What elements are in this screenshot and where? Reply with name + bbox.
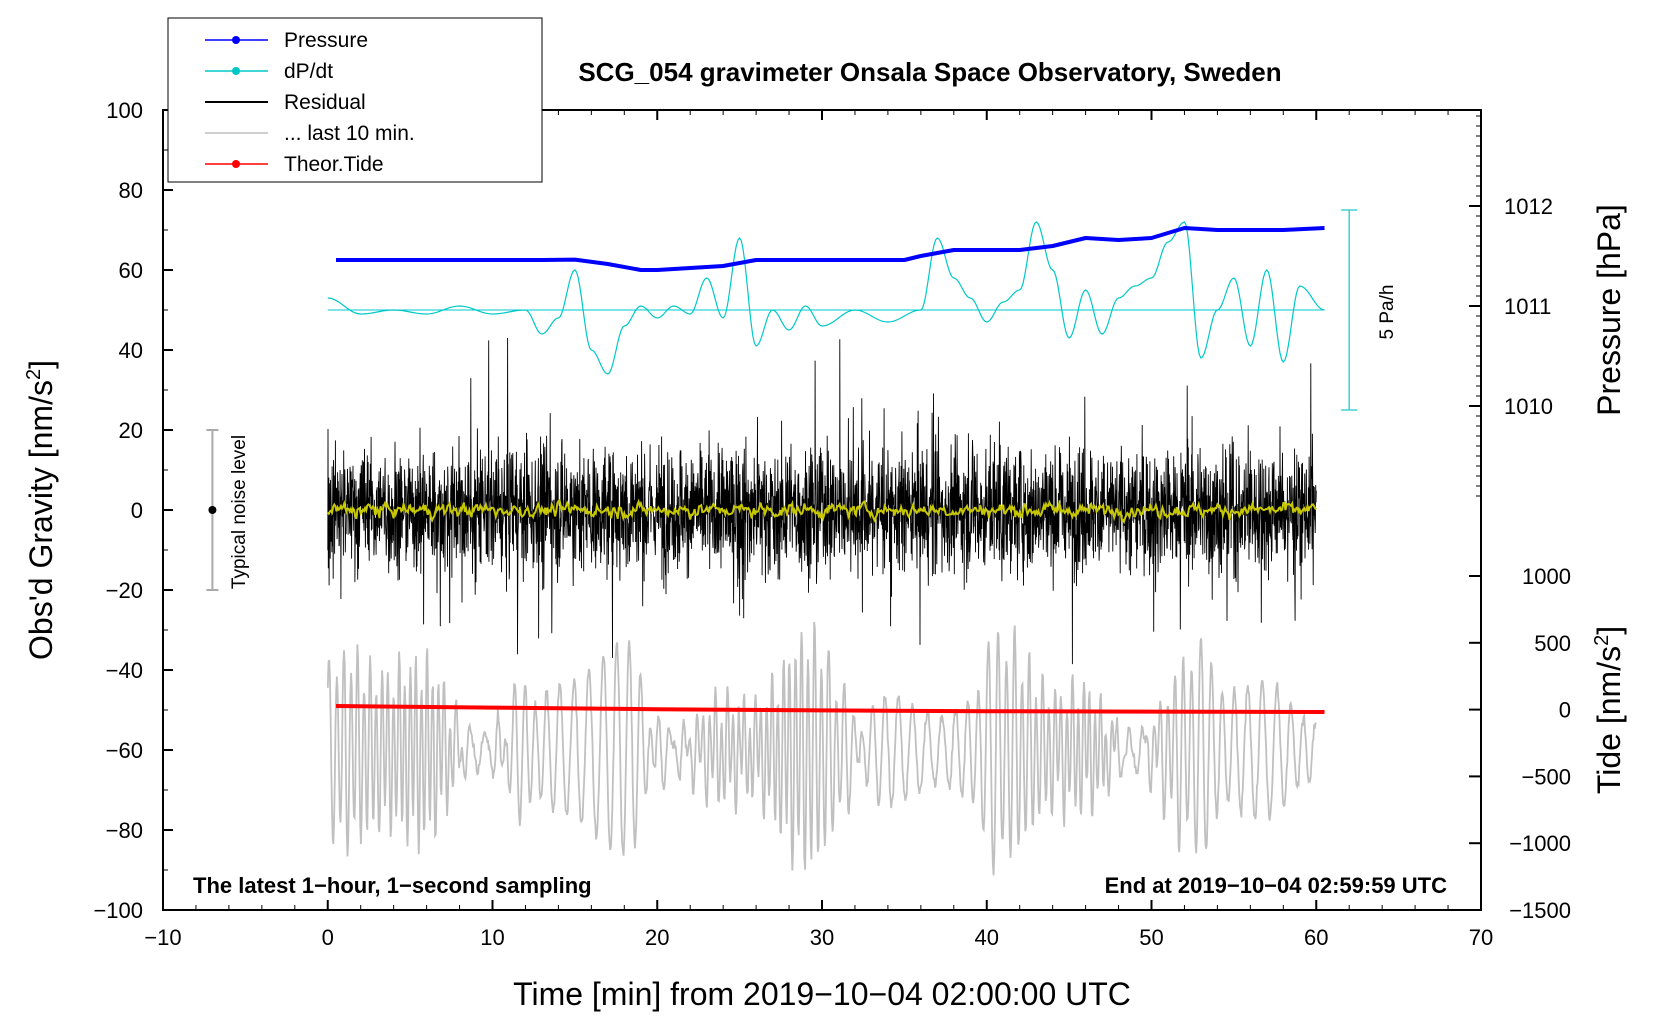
tide-axis-title: Tide [nm/s2] (1591, 626, 1627, 794)
dpdt-scale-label: 5 Pa/h (1377, 285, 1398, 340)
chart-title: SCG_054 gravimeter Onsala Space Observat… (578, 57, 1281, 87)
annotation-layer (206, 209, 1358, 591)
x-tick-label: 70 (1469, 925, 1493, 950)
legend-label: dP/dt (284, 60, 333, 83)
series-residual (327, 337, 1317, 665)
x-axis-ticks: −10 0 10 20 30 40 50 60 70 (144, 110, 1493, 950)
pressure-tick-label: 1010 (1504, 394, 1553, 419)
legend-box (167, 17, 543, 183)
tide-tick-label: −1000 (1509, 831, 1571, 856)
tide-tick-label: −500 (1521, 764, 1571, 789)
x-tick-label: 30 (810, 925, 834, 950)
legend-items: Pressure dP/dt Residual ... last 10 min. The… (205, 29, 415, 176)
legend-label: ... last 10 min. (284, 122, 415, 145)
legend-label: Theor.Tide (284, 153, 384, 176)
pressure-axis-ticks: 1012 1011 1010 (1469, 115, 1553, 497)
legend-swatch-marker (232, 67, 240, 75)
noise-bar-center-dot (208, 506, 217, 514)
noise-level-label: Typical noise level (229, 435, 250, 589)
y-tick-label: 20 (119, 418, 143, 443)
y-tick-label: −60 (106, 738, 143, 763)
tide-axis-ticks: 1000 500 0 −500 −1000 −1500 (1469, 564, 1571, 923)
pressure-tick-label: 1011 (1504, 294, 1551, 319)
y-tick-label: −100 (93, 898, 143, 923)
x-tick-label: 60 (1304, 925, 1328, 950)
x-tick-label: 10 (480, 925, 504, 950)
series-theor-tide (335, 704, 1325, 714)
tide-tick-label: 0 (1559, 698, 1571, 723)
series-last-10-min (326, 621, 1317, 876)
tide-tick-label: 500 (1534, 631, 1571, 656)
x-tick-label: 40 (975, 925, 999, 950)
legend-swatch-marker (232, 160, 240, 168)
y-tick-label: −40 (106, 658, 143, 683)
y-tick-label: −20 (106, 578, 143, 603)
legend-label: Pressure (284, 29, 368, 52)
y-axis-title: Obs'd Gravity [nm/s2] (23, 360, 59, 660)
x-axis-title: Time [min] from 2019−10−04 02:00:00 UTC (513, 976, 1131, 1012)
series-pressure (336, 226, 1325, 272)
series-dpdt (327, 221, 1325, 375)
y-axis-ticks: 100 80 60 40 20 0 −20 −40 −60 −80 −100 (93, 98, 173, 923)
x-tick-label: 50 (1139, 925, 1163, 950)
y-tick-label: 0 (131, 498, 143, 523)
x-tick-label: 0 (322, 925, 334, 950)
legend-swatch-marker (232, 36, 240, 44)
y-tick-label: 80 (119, 178, 143, 203)
tide-tick-label: 1000 (1522, 564, 1571, 589)
end-time-annotation: End at 2019−10−04 02:59:59 UTC (1105, 873, 1448, 898)
tide-tick-label: −1500 (1509, 898, 1571, 923)
legend: Pressure dP/dt Residual ... last 10 min. The… (167, 17, 543, 183)
x-tick-label: 20 (645, 925, 669, 950)
pressure-axis-title: Pressure [hPa] (1591, 204, 1627, 416)
series-residual-smoothed (327, 498, 1317, 525)
pressure-tick-label: 1012 (1504, 194, 1553, 219)
y-tick-label: 40 (119, 338, 143, 363)
sampling-annotation: The latest 1−hour, 1−second sampling (193, 873, 592, 898)
series-layer (326, 221, 1325, 876)
y-tick-label: −80 (106, 818, 143, 843)
y-tick-label: 60 (119, 258, 143, 283)
legend-label: Residual (284, 91, 366, 114)
x-tick-label: −10 (144, 925, 181, 950)
y-tick-label: 100 (106, 98, 143, 123)
